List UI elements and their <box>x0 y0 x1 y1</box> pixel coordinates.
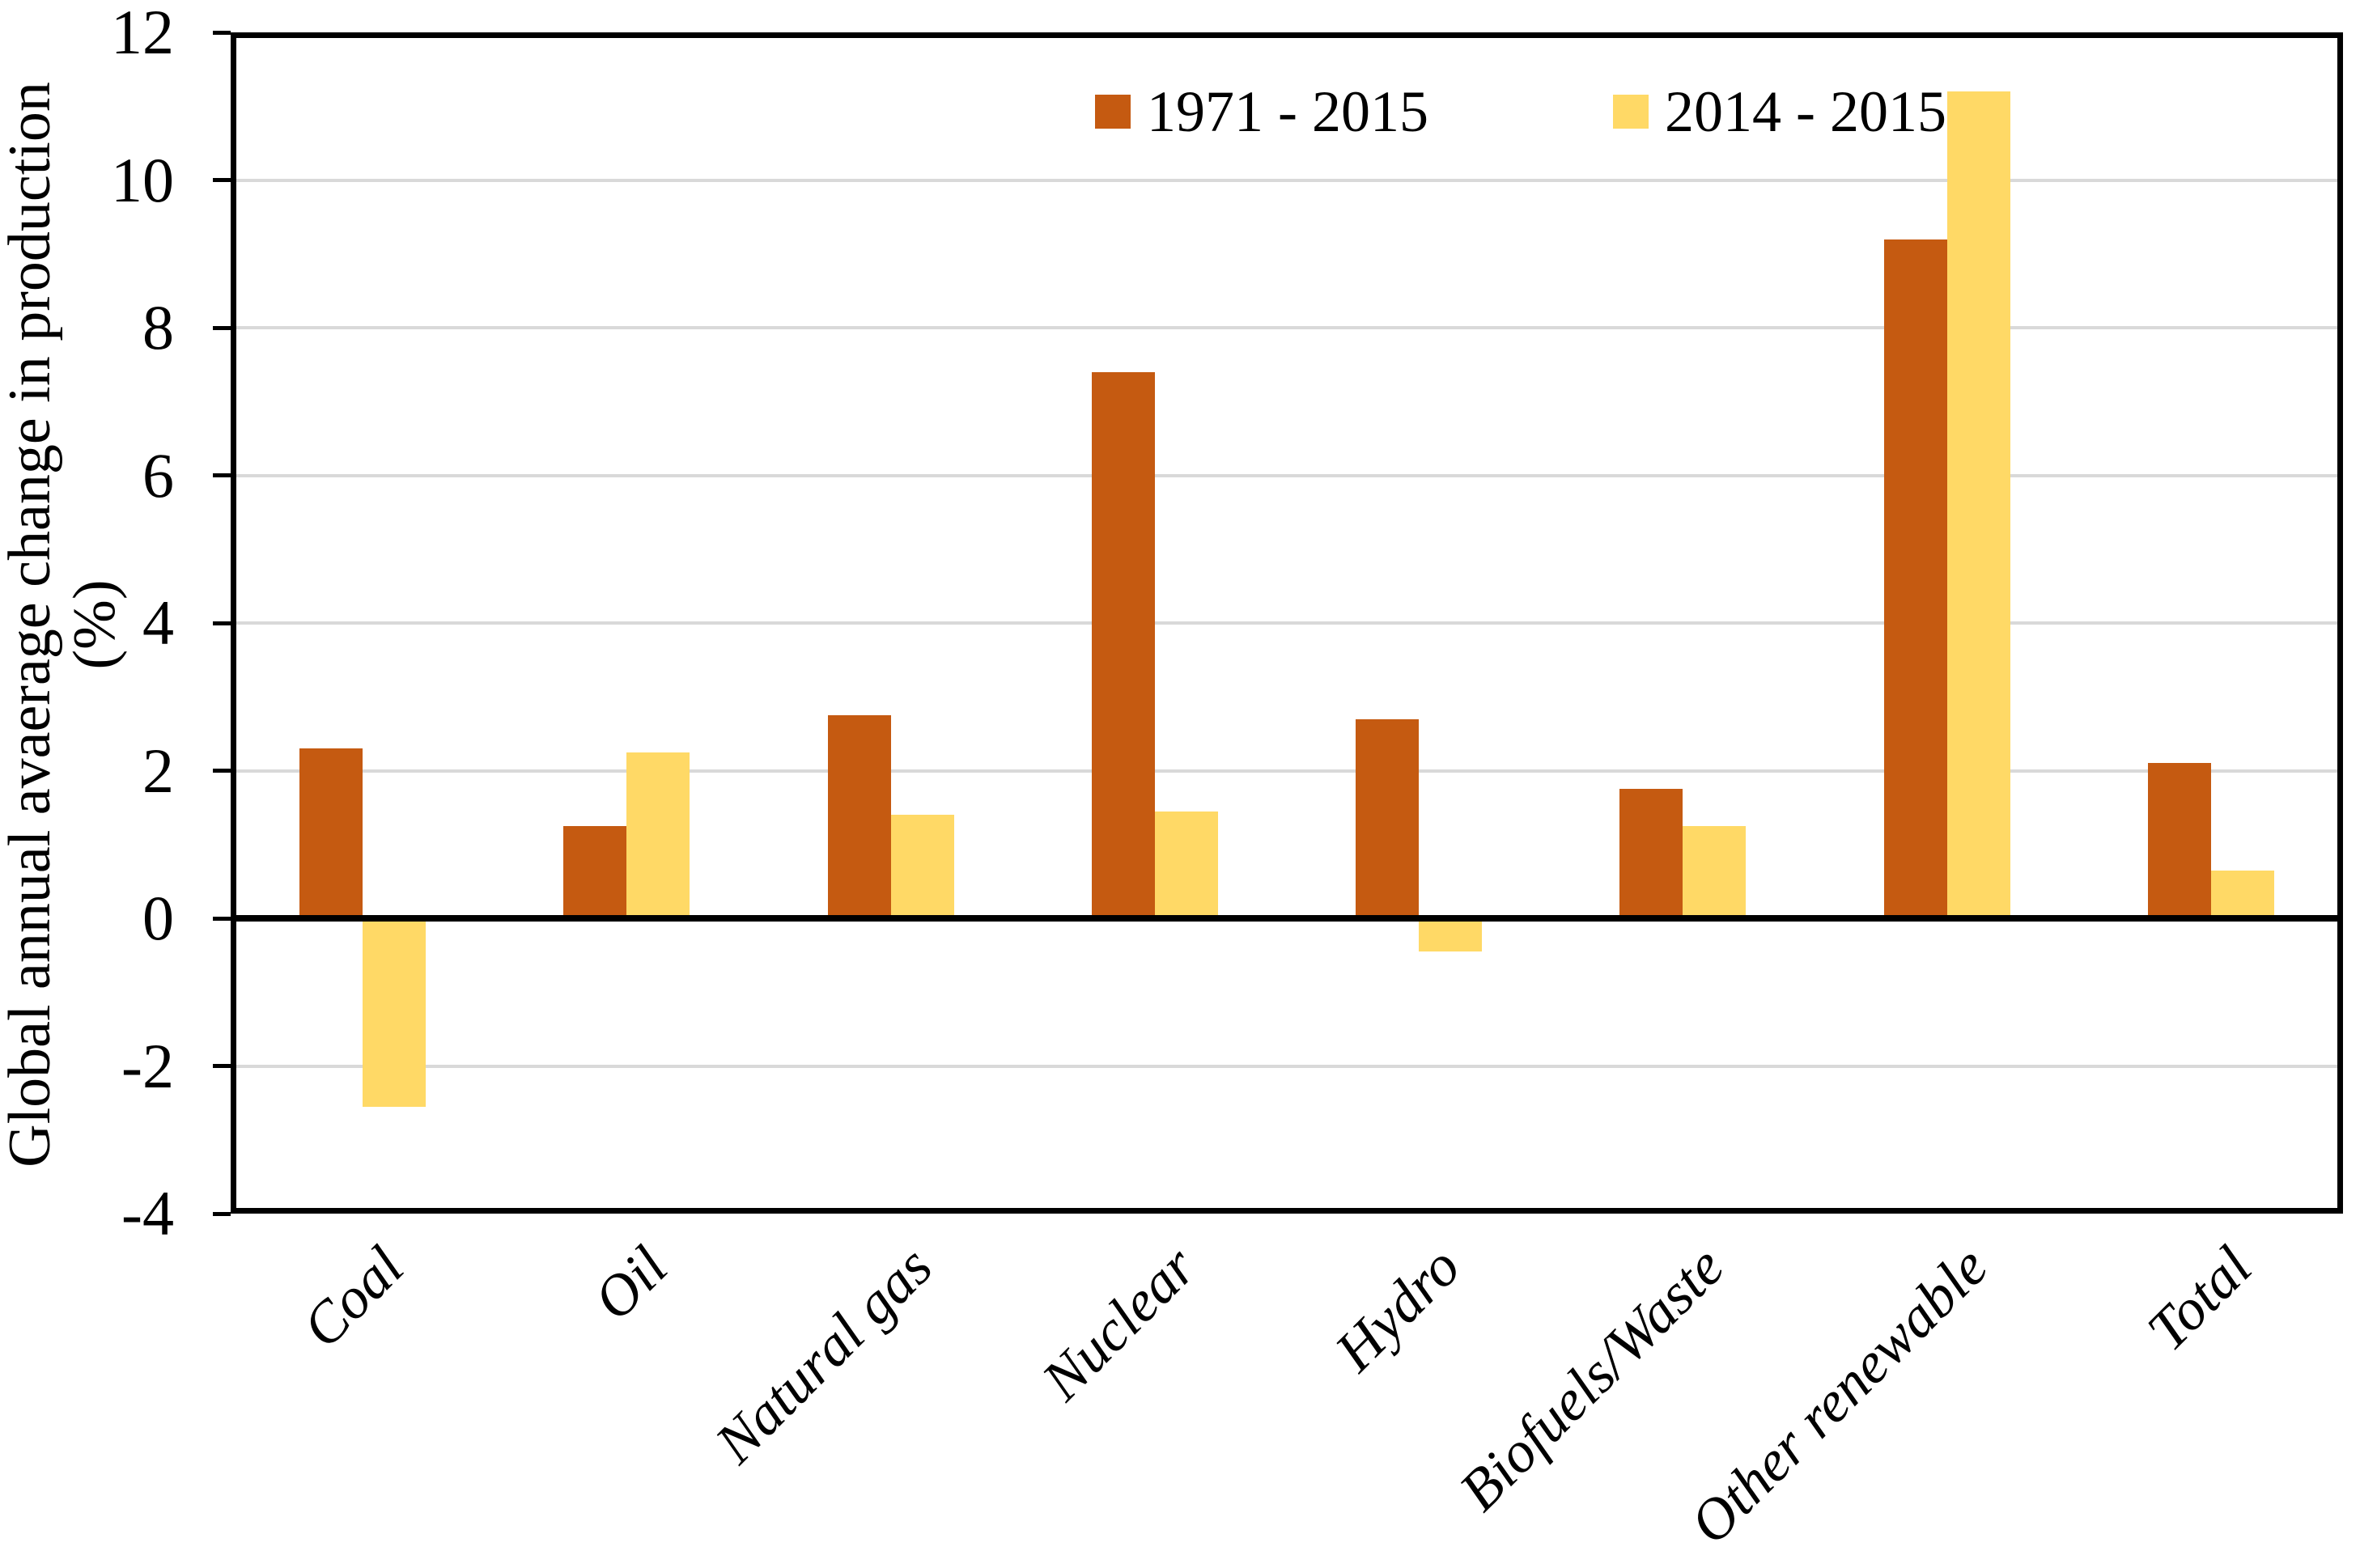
bar-biofuels-waste-1971-2015 <box>1619 789 1683 918</box>
x-category-label-coal: Coal <box>290 1234 416 1360</box>
legend-label-1971-2015: 1971 - 2015 <box>1147 79 1428 144</box>
bar-hydro-1971-2015 <box>1356 718 1420 918</box>
bar-coal-2014-2015 <box>363 922 427 1107</box>
y-tick-label-12: 12 <box>111 0 174 67</box>
legend-label-2014-2015: 2014 - 2015 <box>1664 79 1946 144</box>
y-tick-label--2: -2 <box>121 1030 174 1101</box>
x-category-label-biofuels-waste: Biofuels/Waste <box>1446 1234 1737 1524</box>
y-tick-mark-6 <box>213 473 231 477</box>
y-tick-label--4: -4 <box>121 1178 174 1248</box>
bar-natural-gas-1971-2015 <box>827 715 891 918</box>
x-category-label-nuclear: Nuclear <box>1029 1234 1208 1413</box>
x-category-label-natural-gas: Natural gas <box>702 1234 944 1476</box>
y-tick-mark-8 <box>213 325 231 330</box>
bar-other-renewable-2014-2015 <box>1946 91 2010 918</box>
plot-area: 1971 - 2015 2014 - 2015 <box>231 32 2343 1214</box>
legend-item-1971-2015: 1971 - 2015 <box>1095 83 1428 141</box>
gridline-y10 <box>231 178 2343 182</box>
bar-other-renewable-1971-2015 <box>1883 239 1947 918</box>
x-category-label-hydro: Hydro <box>1322 1234 1472 1384</box>
zero-axis-line <box>231 915 2343 922</box>
bar-natural-gas-2014-2015 <box>890 815 954 918</box>
bar-nuclear-1971-2015 <box>1091 371 1155 918</box>
gridline-y4 <box>231 621 2343 625</box>
bar-nuclear-2014-2015 <box>1154 811 1218 918</box>
gridline-y6 <box>231 473 2343 477</box>
y-tick-label-6: 6 <box>142 439 174 511</box>
y-tick-mark--2 <box>213 1064 231 1068</box>
y-tick-mark-10 <box>213 178 231 182</box>
bar-hydro-2014-2015 <box>1419 922 1483 952</box>
x-category-label-total: Total <box>2135 1234 2264 1363</box>
y-tick-mark-2 <box>213 769 231 773</box>
x-category-label-oil: Oil <box>581 1234 681 1333</box>
bar-biofuels-waste-2014-2015 <box>1683 825 1747 918</box>
legend: 1971 - 2015 2014 - 2015 <box>1095 83 1946 141</box>
y-tick-label-8: 8 <box>142 292 174 362</box>
legend-item-2014-2015: 2014 - 2015 <box>1612 79 1946 144</box>
y-tick-mark-12 <box>213 30 231 35</box>
y-tick-mark--4 <box>213 1211 231 1216</box>
y-tick-label-0: 0 <box>142 883 174 953</box>
gridline-y-2 <box>231 1064 2343 1068</box>
bar-oil-1971-2015 <box>563 825 627 918</box>
bar-total-2014-2015 <box>2210 870 2274 918</box>
legend-swatch-2014-2015 <box>1612 95 1649 129</box>
y-tick-label-4: 4 <box>142 587 174 658</box>
y-tick-mark-0 <box>213 916 231 921</box>
bar-coal-1971-2015 <box>299 748 363 918</box>
gridline-y2 <box>231 769 2343 773</box>
bar-total-1971-2015 <box>2147 763 2211 918</box>
y-tick-label-10: 10 <box>111 144 174 215</box>
bar-oil-2014-2015 <box>626 752 690 918</box>
legend-swatch-1971-2015 <box>1095 95 1131 129</box>
y-tick-mark-4 <box>213 621 231 625</box>
gridline-y8 <box>231 326 2343 329</box>
y-tick-label-2: 2 <box>142 735 174 806</box>
